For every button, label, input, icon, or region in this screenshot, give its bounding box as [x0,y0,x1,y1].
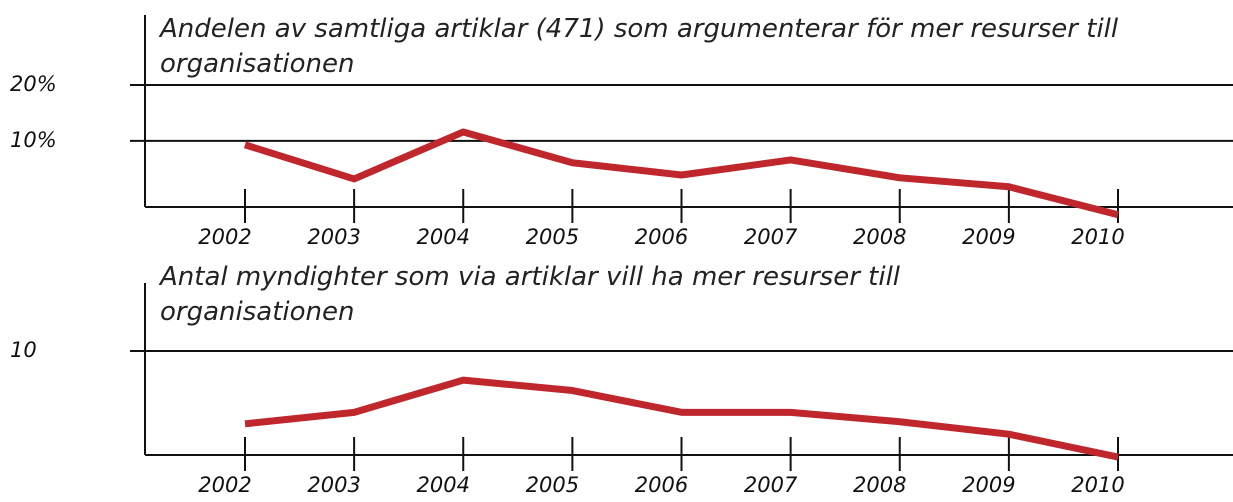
x-tick-label: 2007 [744,473,798,497]
y-tick-label: 10 [10,338,37,362]
x-tick-label: 2005 [526,473,579,497]
chart-title: Andelen av samtliga artiklar (471) som a… [160,14,1119,79]
x-tick-label: 2003 [307,225,360,249]
x-tick-label: 2003 [307,473,360,497]
x-tick-label: 2008 [853,225,906,249]
x-tick-label: 2005 [526,225,579,249]
x-tick-label: 2002 [198,473,251,497]
line [244,376,1119,461]
x-tick-label: 2006 [635,225,688,249]
y-tick-label: 20% [10,72,57,96]
line [243,128,1119,219]
chart-title: Antal myndighter som via artiklar vill h… [160,262,901,327]
x-tick-label: 2006 [635,473,688,497]
x-tick-label: 2007 [744,225,798,249]
x-tick-label: 2009 [962,473,1015,497]
x-tick-label: 2010 [1071,473,1124,497]
x-tick-label: 2004 [417,225,470,249]
x-tick-label: 2002 [198,225,251,249]
x-tick-label: 2004 [417,473,470,497]
x-tick-label: 2010 [1071,225,1124,249]
x-tick-label: 2009 [962,225,1015,249]
y-tick-label: 10% [10,128,57,152]
x-tick-label: 2008 [853,473,906,497]
